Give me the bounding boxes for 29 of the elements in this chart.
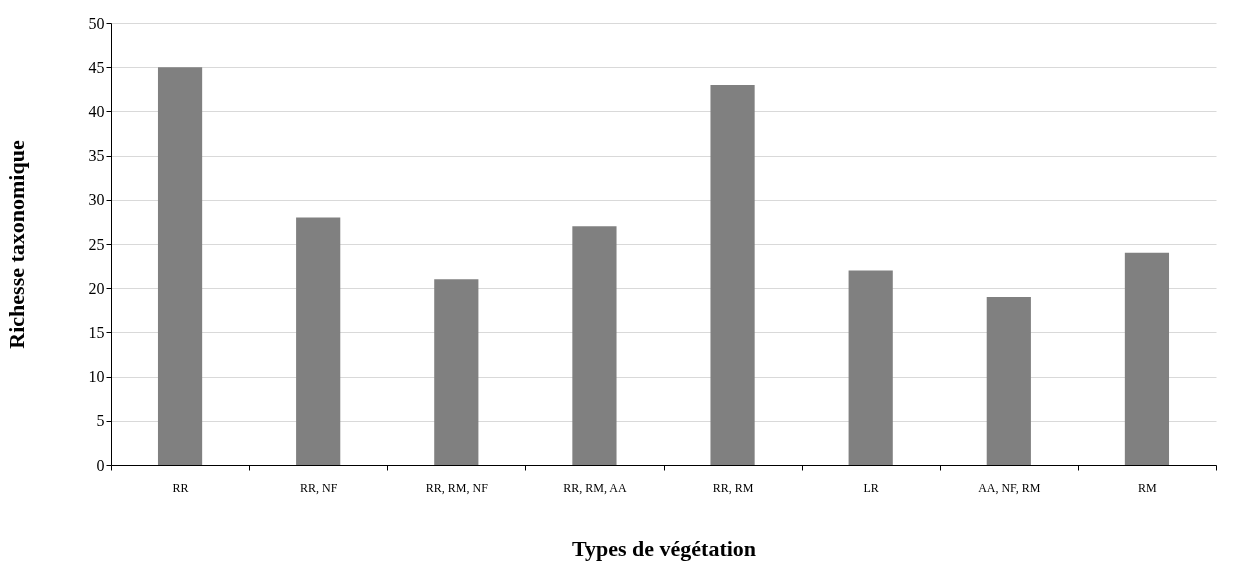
x-axis-title: Types de végétation	[571, 535, 757, 561]
y-tick-label: 45	[88, 58, 105, 76]
x-tick-label: RR, RM, NF	[425, 480, 489, 495]
bar	[157, 67, 203, 465]
x-tick-label: RR, RM, AA	[563, 480, 627, 495]
y-tick-label: 25	[88, 235, 105, 253]
y-tick-label: 20	[88, 279, 105, 297]
x-tick-label: RR, NF	[300, 480, 338, 495]
y-tick-label: 30	[88, 191, 105, 209]
x-tick-label: RR, RM	[712, 480, 754, 495]
y-axis-title: Richesse taxonomique	[3, 140, 29, 349]
y-tick-label: 35	[88, 147, 105, 165]
bar	[848, 270, 893, 465]
bar	[434, 279, 479, 465]
y-tick-label: 5	[96, 412, 105, 430]
y-tick-label: 0	[96, 456, 105, 474]
bar	[296, 217, 341, 465]
x-tick-label: LR	[863, 480, 879, 495]
y-tick-label: 50	[88, 14, 105, 32]
bar	[710, 84, 755, 465]
bar	[1124, 252, 1170, 465]
y-tick-label: 15	[88, 323, 105, 341]
bar	[572, 226, 617, 465]
x-tick-label: AA, NF, RM	[978, 480, 1041, 495]
x-tick-label: RM	[1138, 480, 1158, 495]
bar	[986, 297, 1031, 465]
y-tick-label: 40	[88, 102, 105, 120]
y-tick-label: 10	[88, 368, 105, 386]
x-tick-label: RR	[172, 480, 189, 495]
